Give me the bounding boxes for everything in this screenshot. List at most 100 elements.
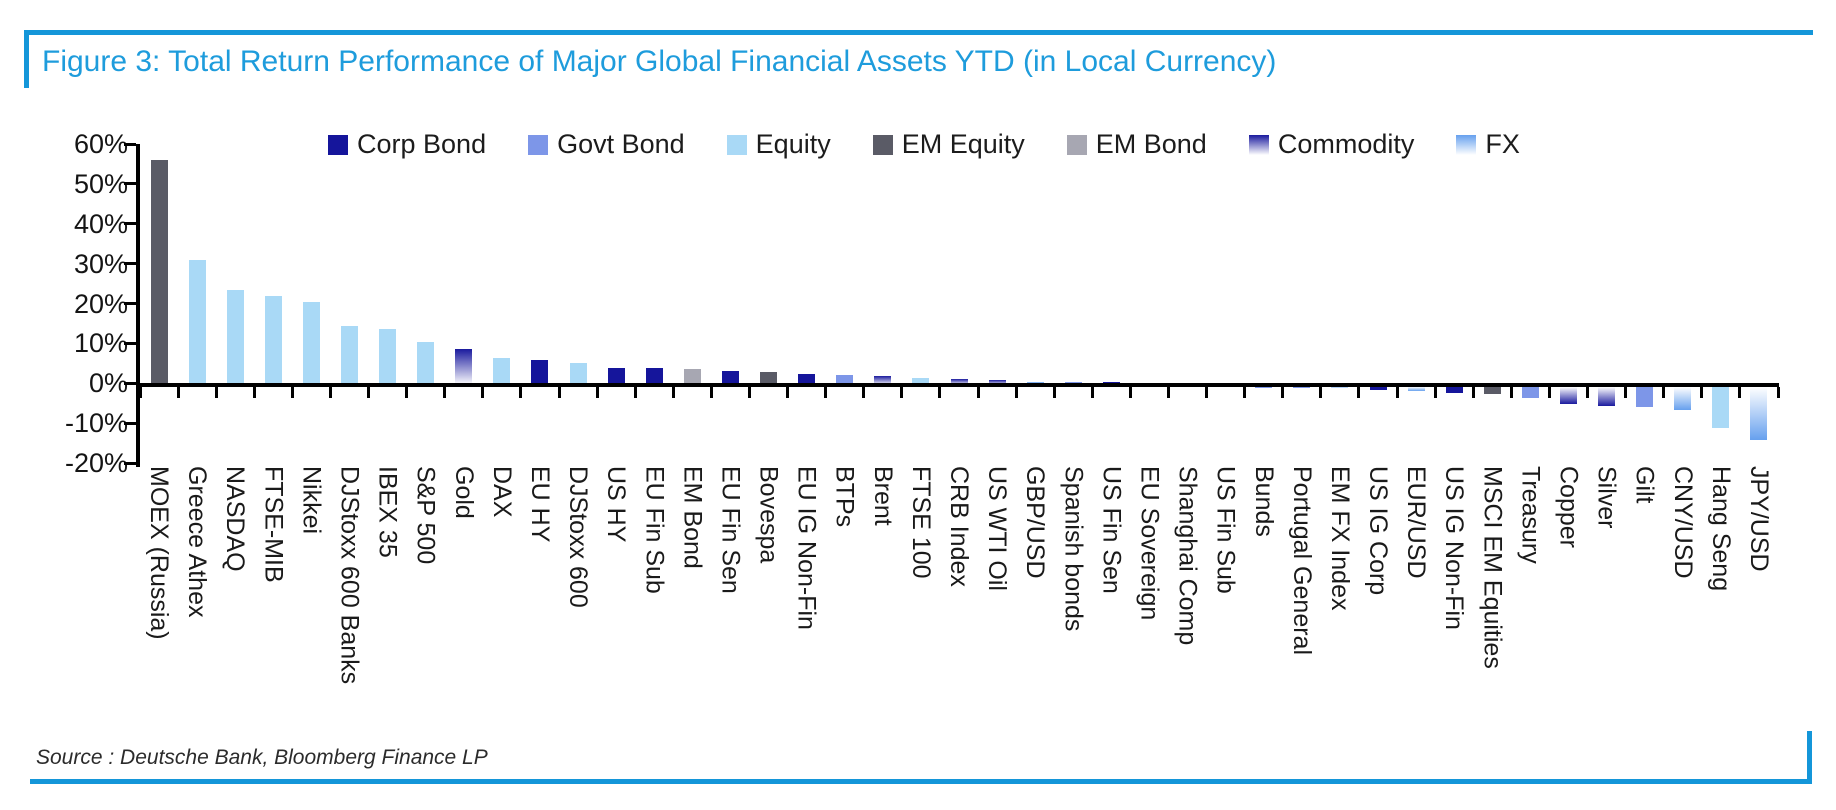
x-label-cell: US IG Corp <box>1359 466 1397 751</box>
y-tick-label: 0% <box>88 368 128 399</box>
x-axis-label: US Fin Sub <box>1211 466 1240 594</box>
x-axis-label: Treasury <box>1516 466 1545 564</box>
bar-djstoxx-600 <box>569 362 587 386</box>
x-axis-tick <box>938 387 942 398</box>
x-axis-tick <box>976 387 980 398</box>
bar-nikkei <box>302 301 320 386</box>
legend-swatch-icon <box>328 134 348 155</box>
bottom-right-bracket <box>1807 731 1812 784</box>
x-axis-tick <box>1776 387 1780 398</box>
x-label-cell: US Fin Sen <box>1092 466 1130 751</box>
bar-nasdaq <box>226 289 244 386</box>
bar-s-p-500 <box>417 341 435 386</box>
x-label-cell: JPY/USD <box>1740 466 1778 751</box>
bar-us-wti-oil <box>988 379 1006 386</box>
x-axis-label: FTSE-MIB <box>259 466 288 583</box>
x-axis-tick <box>1014 387 1018 398</box>
x-label-cell: EU IG Non-Fin <box>788 466 826 751</box>
bar-em-bond <box>683 368 701 386</box>
x-axis-tick <box>1662 387 1666 398</box>
x-axis-tick <box>824 387 828 398</box>
x-axis-label: DJStoxx 600 Banks <box>335 466 364 685</box>
bar-cny-usd <box>1674 387 1692 410</box>
x-axis-tick <box>138 387 142 398</box>
x-axis-label: Greece Athex <box>183 466 212 618</box>
x-axis-tick <box>786 387 790 398</box>
x-label-cell: US WTI Oil <box>978 466 1016 751</box>
x-axis-label: DAX <box>487 466 516 518</box>
legend-label: FX <box>1485 129 1520 159</box>
x-axis-labels: MOEX (Russia) Greece Athex NASDAQ FTSE-MIB N… <box>140 466 1778 751</box>
x-axis-label: CRB Index <box>945 466 974 587</box>
x-axis-label: US Fin Sen <box>1097 466 1126 594</box>
y-axis-tick <box>124 341 136 345</box>
x-label-cell: Spanish bonds <box>1054 466 1092 751</box>
bar-em-fx-index <box>1331 387 1349 389</box>
legend-label: Corp Bond <box>357 129 487 159</box>
x-label-cell: Copper <box>1549 466 1587 751</box>
x-label-cell: Bunds <box>1245 466 1283 751</box>
x-label-cell: Silver <box>1588 466 1626 751</box>
x-axis-tick <box>519 387 523 398</box>
y-axis-tick <box>124 421 136 425</box>
x-axis-label: Bunds <box>1249 466 1278 537</box>
bar-eu-fin-sen <box>721 370 739 386</box>
bar-copper <box>1559 387 1577 404</box>
legend-item-equity: Equity <box>726 129 831 160</box>
x-axis-tick <box>709 387 713 398</box>
x-axis-label: EUR/USD <box>1402 466 1431 579</box>
x-label-cell: DJStoxx 600 <box>559 466 597 751</box>
x-label-cell: Gilt <box>1626 466 1664 751</box>
x-axis-label: IBEX 35 <box>373 466 402 558</box>
x-axis-tick <box>900 387 904 398</box>
y-axis-tick <box>124 381 136 385</box>
y-tick-label: 40% <box>73 208 128 239</box>
y-tick-label: 30% <box>73 248 128 279</box>
x-axis-tick <box>1357 387 1361 398</box>
x-axis-label: EM Bond <box>678 466 707 569</box>
y-axis-tick <box>124 262 136 266</box>
x-axis-label: Hang Seng <box>1706 466 1735 592</box>
x-axis-line <box>136 383 1779 387</box>
x-label-cell: S&P 500 <box>407 466 445 751</box>
legend-item-em-equity: EM Equity <box>872 129 1025 160</box>
x-label-cell: US IG Non-Fin <box>1435 466 1473 751</box>
figure-title: Figure 3: Total Return Performance of Ma… <box>42 45 1277 78</box>
legend-label: Commodity <box>1277 129 1415 159</box>
plot-area <box>124 142 1780 467</box>
x-axis-tick <box>557 387 561 398</box>
legend-swatch-icon <box>1248 134 1269 155</box>
bar-eu-fin-sub <box>645 368 663 386</box>
legend-label: Equity <box>755 129 831 159</box>
x-label-cell: EU Sovereign <box>1130 466 1168 751</box>
x-label-cell: Gold <box>445 466 483 751</box>
bar-crb-index <box>950 378 968 386</box>
x-label-cell: Brent <box>864 466 902 751</box>
x-axis-tick <box>481 387 485 398</box>
x-label-cell: Hang Seng <box>1702 466 1740 751</box>
x-label-cell: BTPs <box>826 466 864 751</box>
x-label-cell: FTSE 100 <box>902 466 940 751</box>
y-tick-label: 50% <box>73 168 128 199</box>
x-axis-tick <box>1433 387 1437 398</box>
x-label-cell: Bovespa <box>750 466 788 751</box>
x-axis-tick <box>367 387 371 398</box>
x-label-cell: EU Fin Sen <box>711 466 749 751</box>
x-axis-label: JPY/USD <box>1744 466 1773 572</box>
x-label-cell: Portugal General <box>1283 466 1321 751</box>
x-axis-tick <box>747 387 751 398</box>
x-axis-label: Nikkei <box>297 466 326 535</box>
x-axis-label: EM FX Index <box>1325 466 1354 611</box>
bar-dax <box>493 358 511 386</box>
x-axis-tick <box>1700 387 1704 398</box>
x-label-cell: CRB Index <box>940 466 978 751</box>
x-axis-tick <box>671 387 675 398</box>
x-label-cell: MOEX (Russia) <box>140 466 178 751</box>
x-axis-tick <box>1624 387 1628 398</box>
x-axis-label: NASDAQ <box>221 466 250 572</box>
bar-ibex-35 <box>379 329 397 386</box>
x-label-cell: MSCI EM Equities <box>1473 466 1511 751</box>
y-axis-tick <box>124 461 136 465</box>
legend-swatch-icon <box>1456 134 1477 155</box>
x-label-cell: US Fin Sub <box>1207 466 1245 751</box>
